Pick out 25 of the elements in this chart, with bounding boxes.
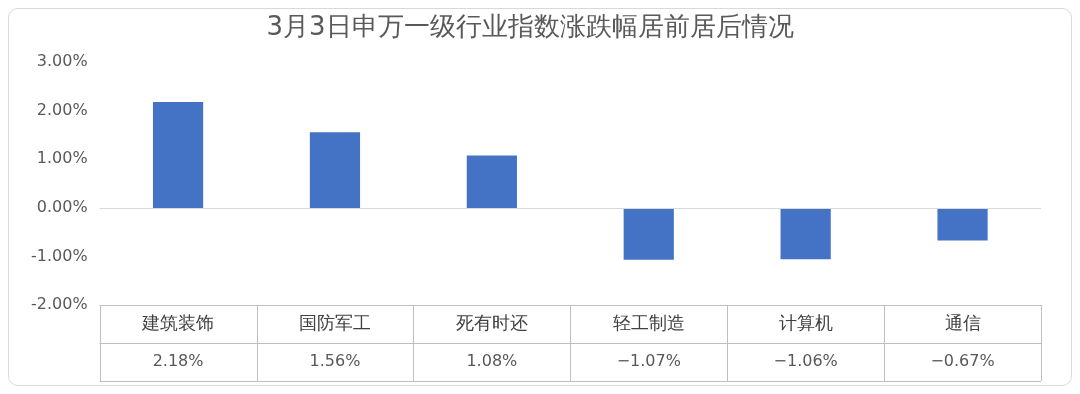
bar: [309, 132, 361, 208]
y-tick-label: 2.00%: [36, 99, 88, 119]
y-tick-label: -2.00%: [30, 294, 88, 314]
chart-title: 3月3日申万一级行业指数涨跌幅居前居后情况: [266, 11, 794, 42]
x-tick-label: 计算机: [778, 312, 833, 334]
data-label: −0.67%: [930, 351, 995, 371]
bar: [623, 207, 674, 260]
x-tick-label: 轻工制造: [612, 312, 685, 334]
data-label: −1.06%: [773, 351, 838, 371]
x-tick-label: 建筑装饰: [141, 312, 215, 334]
x-tick-label: 死有时还: [455, 312, 528, 334]
data-label: −1.07%: [616, 351, 681, 371]
data-label: 2.18%: [152, 351, 204, 371]
x-tick-label: 通信: [944, 312, 981, 334]
y-tick-label: -1.00%: [30, 245, 88, 265]
bar: [152, 102, 204, 208]
data-label: 1.56%: [309, 351, 361, 371]
bar: [780, 207, 831, 260]
y-tick-label: 3.00%: [36, 51, 88, 71]
data-label: 1.08%: [466, 351, 518, 371]
bar: [937, 207, 988, 241]
y-tick-label: 0.00%: [36, 197, 88, 217]
y-tick-label: 1.00%: [36, 148, 88, 168]
x-tick-label: 国防军工: [298, 312, 371, 334]
bar: [466, 155, 517, 208]
